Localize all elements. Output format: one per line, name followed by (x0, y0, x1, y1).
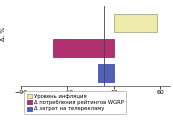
Legend: Уровень инфляция, Δ потребления рейтингов WGRP, Δ затрат на телерекламу: Уровень инфляция, Δ потребления рейтинго… (24, 91, 126, 114)
Bar (114, 14, 157, 32)
Bar (53, 39, 114, 57)
Text: Δ, %: Δ, % (0, 26, 5, 41)
Bar (98, 64, 114, 82)
